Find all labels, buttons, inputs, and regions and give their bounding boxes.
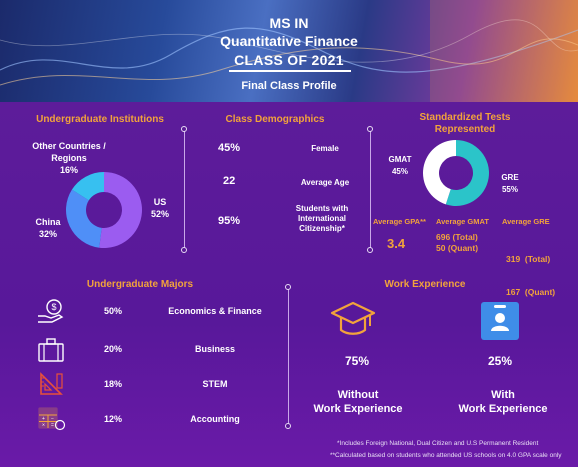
divider-3-dot-top (285, 284, 291, 290)
international-label-line-3: Citizenship* (299, 224, 345, 233)
gre-quant: 167 (Quant) (506, 287, 556, 297)
gre-avg-label: Average GRE (502, 217, 550, 226)
svg-text:$: $ (51, 302, 56, 312)
svg-text:+: + (42, 416, 45, 422)
divider-3 (288, 288, 289, 426)
id-badge-icon (481, 302, 519, 340)
divider-2-dot-top (367, 126, 373, 132)
major-percent-economics: 50% (104, 306, 123, 316)
with-label-line-1: With (491, 389, 515, 401)
svg-text:×: × (42, 423, 45, 429)
title-underline (229, 70, 351, 72)
gre-values: 319 (Total) 167 (Quant) (506, 232, 555, 320)
money-hand-icon: $ (38, 299, 64, 323)
svg-text:=: = (51, 423, 54, 429)
gmat-avg-label: Average GMAT (436, 217, 489, 226)
calculator-icon: + − × = (38, 407, 66, 431)
donut-slice-gre (445, 140, 489, 206)
female-value: 45% (218, 142, 241, 154)
profile-body: Undergraduate Institutions Other Countri… (0, 102, 578, 467)
donut-slice-china (66, 189, 102, 248)
donut-label-gre: GRE 55% (492, 172, 528, 196)
title-line-3: CLASS OF 2021 (234, 52, 344, 68)
age-label: Average Age (300, 178, 350, 187)
with-label-line-2: Work Experience (458, 403, 548, 415)
undergrad-institutions-heading: Undergraduate Institutions (36, 114, 164, 125)
major-label-stem: STEM (202, 379, 228, 389)
tests-heading-line-1: Standardized Tests (419, 112, 511, 123)
female-label: Female (311, 144, 339, 153)
major-percent-business: 20% (104, 344, 123, 354)
divider-1-dot-top (181, 126, 187, 132)
international-label-line-1: Students with (295, 204, 349, 213)
divider-3-dot-bottom (285, 423, 291, 429)
tests-donut-chart (422, 140, 489, 206)
with-experience-percent: 25% (488, 354, 513, 368)
title-line-2: Quantitative Finance (220, 33, 358, 49)
gmat-total: 696 (Total) (436, 232, 478, 242)
svg-text:−: − (51, 416, 54, 422)
major-label-accounting: Accounting (190, 414, 240, 424)
us-label: US (153, 197, 167, 207)
donut-slice-other (71, 172, 104, 201)
header-banner: MS IN Quantitative Finance CLASS OF 2021… (0, 0, 578, 102)
gmat-percent: 45% (391, 167, 408, 176)
footnote-1: *Includes Foreign National, Dual Citizen… (337, 440, 539, 447)
donut-label-us: US 52% (140, 196, 180, 220)
gmat-label: GMAT (388, 155, 412, 164)
demographics-heading: Class Demographics (225, 114, 325, 125)
tests-heading-line-2: Represented (434, 124, 496, 135)
divider-1 (184, 130, 185, 250)
divider-2-dot-bottom (367, 247, 373, 253)
us-percent: 52% (150, 209, 169, 219)
graduation-cap-icon (330, 301, 376, 335)
work-experience-heading: Work Experience (384, 279, 466, 290)
age-value: 22 (223, 175, 236, 187)
tests-heading: Standardized Tests Represented (390, 112, 540, 136)
other-percent: 16% (59, 165, 78, 175)
gpa-value: 3.4 (387, 236, 406, 251)
institutions-donut-chart (66, 172, 143, 248)
with-experience-label: With Work Experience (445, 388, 561, 416)
footnote-2: **Calculated based on students who atten… (330, 452, 562, 459)
gre-percent: 55% (501, 185, 518, 194)
gmat-values: 696 (Total) 50 (Quant) (436, 232, 478, 254)
divider-1-dot-bottom (181, 247, 187, 253)
donut-label-other: Other Countries / Regions 16% (14, 140, 124, 176)
major-percent-accounting: 12% (104, 414, 123, 424)
international-label-line-2: International (297, 214, 346, 223)
donut-slice-gmat (422, 140, 456, 205)
donut-label-gmat: GMAT 45% (380, 154, 420, 178)
subtitle: Final Class Profile (241, 80, 337, 92)
major-percent-stem: 18% (104, 379, 123, 389)
gmat-quant: 50 (Quant) (436, 243, 479, 253)
gre-label: GRE (501, 173, 519, 182)
other-label: Other Countries / Regions (32, 141, 106, 163)
international-value: 95% (218, 215, 241, 227)
donut-label-china: China 32% (30, 216, 66, 240)
majors-heading: Undergraduate Majors (86, 279, 194, 290)
major-label-business: Business (194, 344, 236, 354)
ruler-triangle-icon (40, 372, 63, 395)
without-experience-label: Without Work Experience (300, 388, 416, 416)
donut-slice-us (99, 172, 143, 248)
gpa-label: Average GPA** (373, 217, 426, 226)
major-label-economics: Economics & Finance (168, 306, 262, 316)
without-label-line-2: Work Experience (313, 403, 403, 415)
finance-chart-background (0, 0, 578, 102)
china-percent: 32% (38, 229, 57, 239)
international-label: Students with International Citizenship* (282, 204, 362, 234)
briefcase-icon (38, 338, 64, 362)
china-label: China (35, 217, 61, 227)
gre-total: 319 (Total) (506, 254, 551, 264)
without-experience-percent: 75% (345, 354, 370, 368)
without-label-line-1: Without (337, 389, 379, 401)
title-line-1: MS IN (269, 15, 309, 31)
divider-2 (370, 130, 371, 250)
